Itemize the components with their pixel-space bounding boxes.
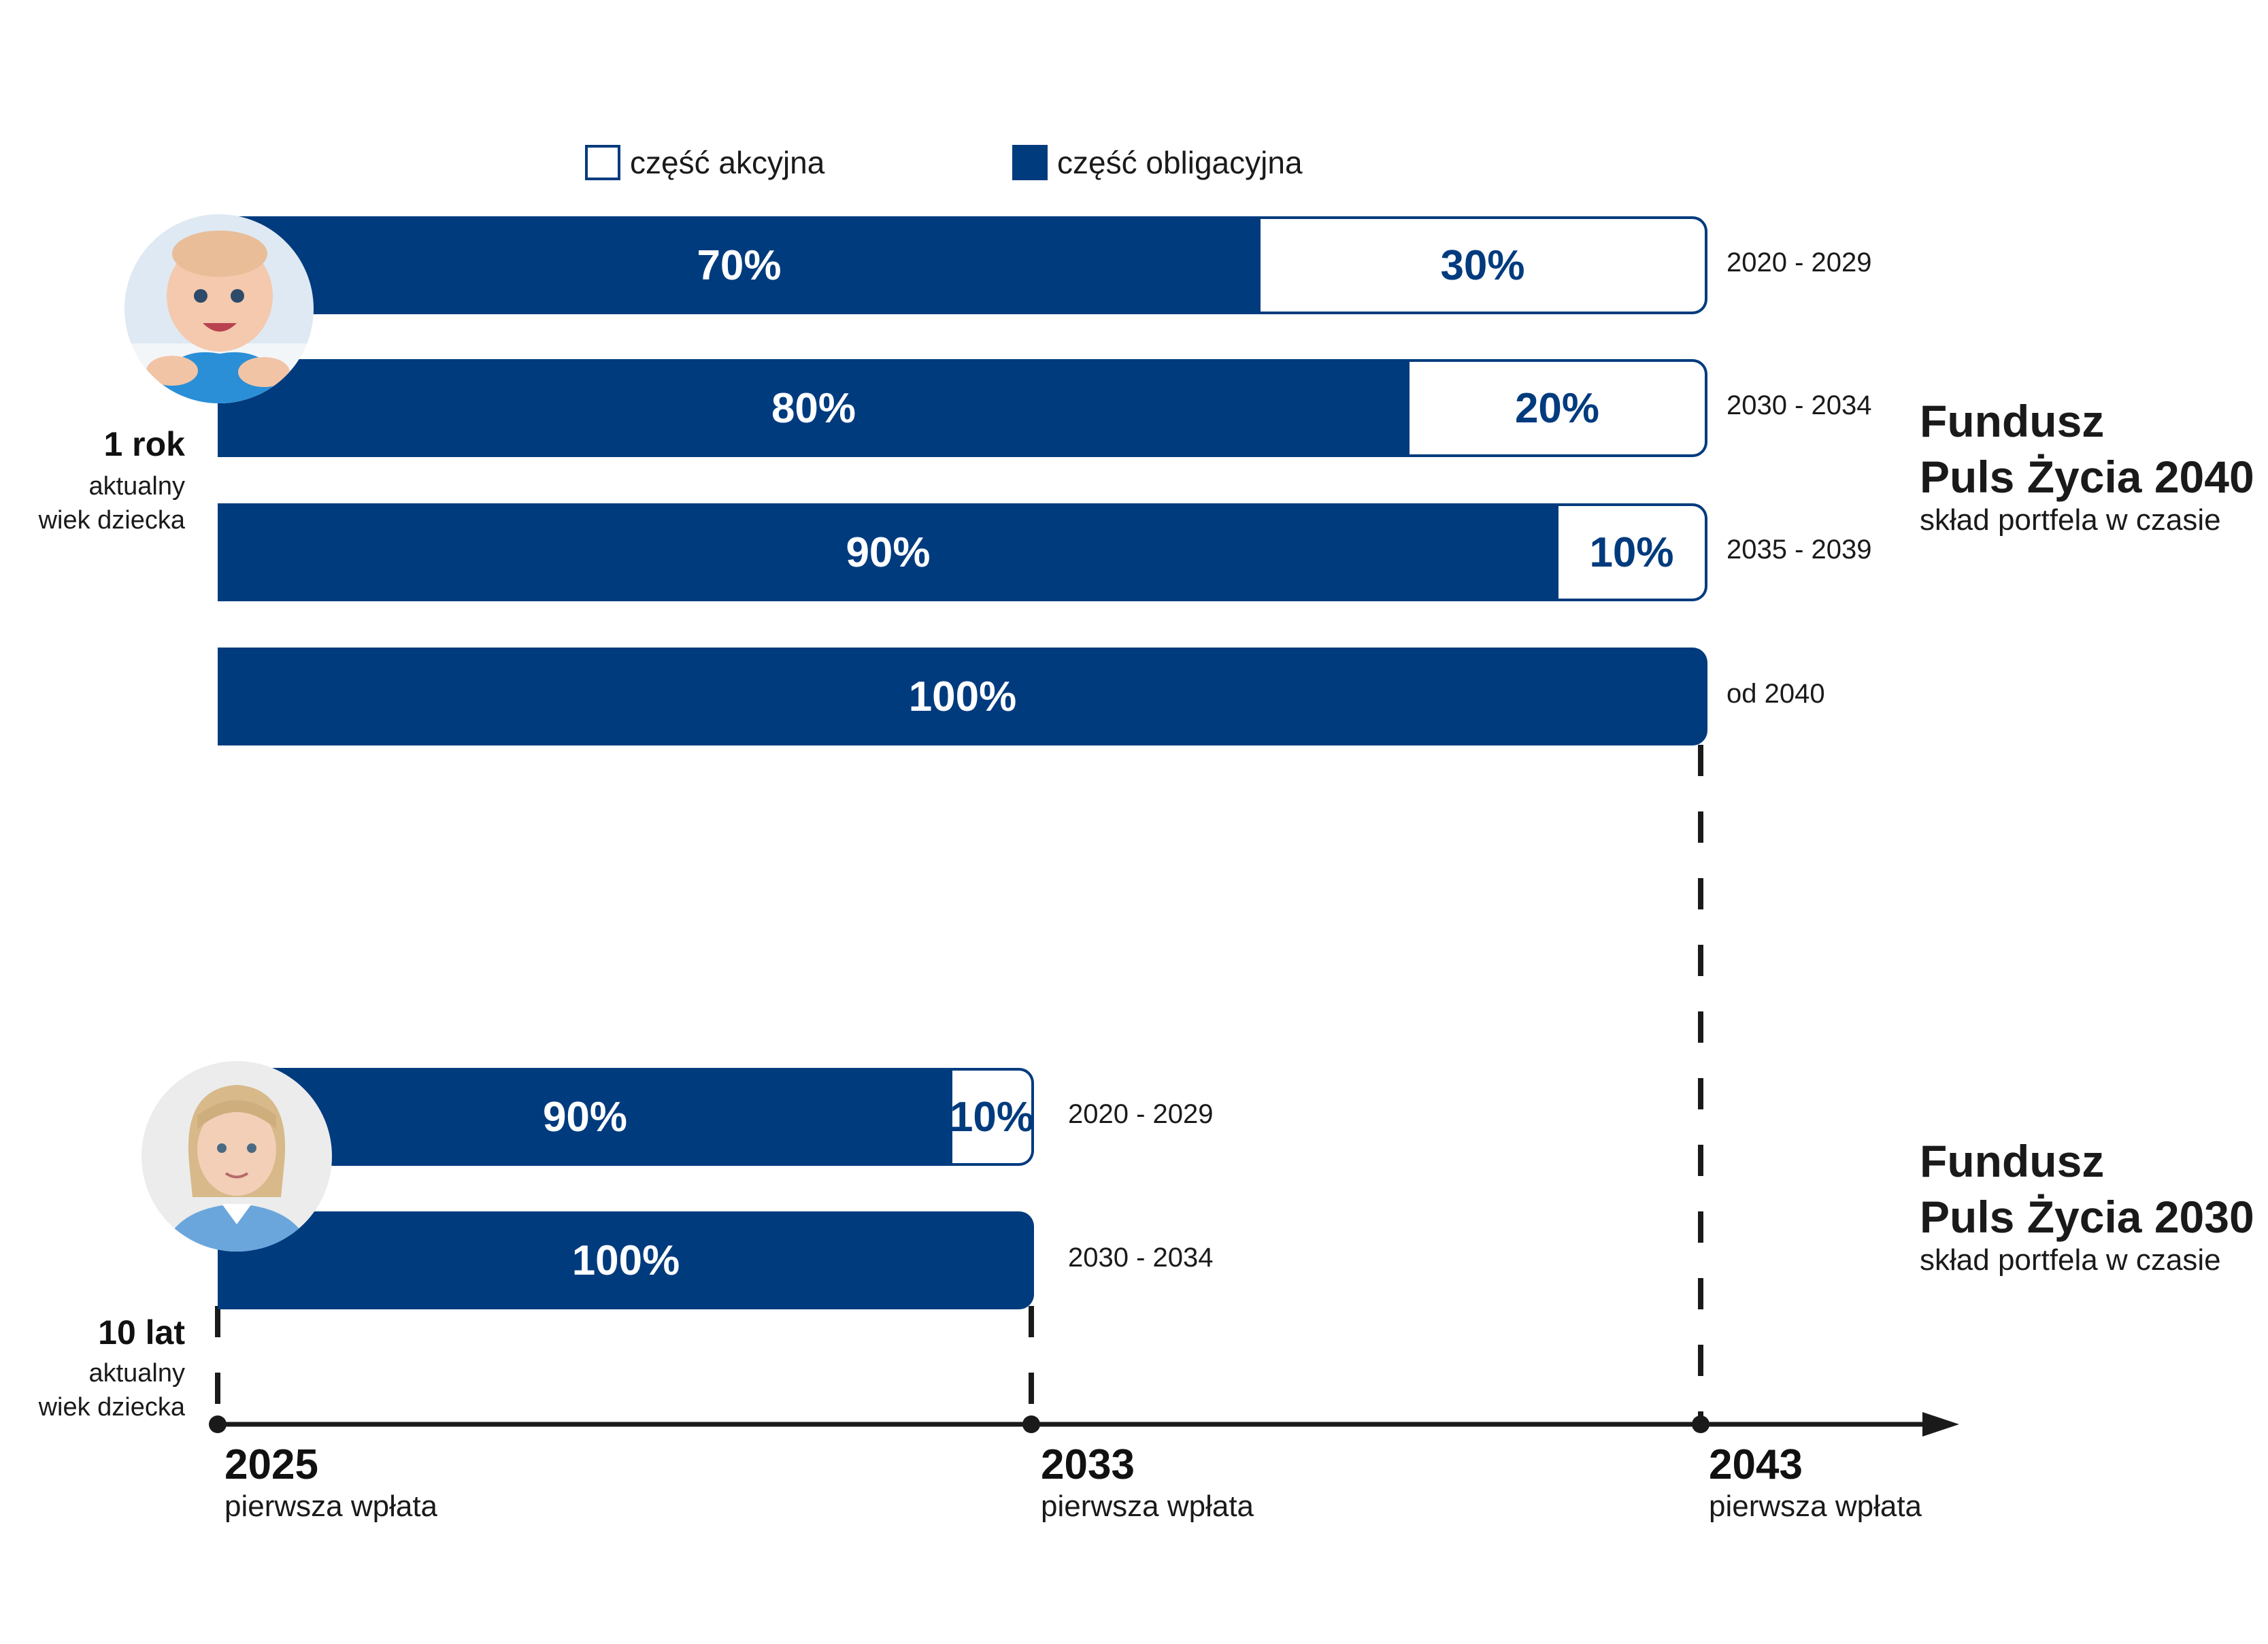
legend-equity-swatch (585, 145, 620, 180)
fund-2040-title: Fundusz Puls Życia 2040 (1920, 393, 2254, 505)
timeline-year-2043: 2043 (1709, 1441, 1803, 1488)
bar-segment-bond: 80% (218, 359, 1410, 457)
legend-equity: część akcyjna (585, 144, 824, 181)
legend-bond: część obligacyjna (1012, 144, 1303, 181)
bar-segment-equity: 30% (1261, 216, 1707, 314)
girl-avatar (141, 1061, 332, 1252)
timeline-caption-2025: pierwsza wpłata (224, 1490, 438, 1523)
fund-2030-subtitle: skład portfela w czasie (1920, 1243, 2221, 1277)
fund-2030-title: Fundusz Puls Życia 2030 (1920, 1133, 2254, 1245)
timeline-arrow (1922, 1412, 1959, 1437)
bar-segment-bond: 90% (218, 1068, 952, 1166)
age-main-2040: 1 rok (103, 425, 185, 463)
legend-equity-label: część akcyjna (630, 145, 825, 180)
legend-bond-swatch (1012, 145, 1048, 180)
fund-2040-title-line2: Puls Życia 2040 (1920, 452, 2254, 502)
bar-segment-equity: 10% (1558, 503, 1707, 601)
bar-segment-equity: 20% (1410, 359, 1707, 457)
fund-2040-subtitle: skład portfela w czasie (1920, 503, 2221, 537)
timeline-year-2025: 2025 (224, 1441, 318, 1488)
fund-2030-title-line1: Fundusz (1920, 1136, 2105, 1186)
bar-segment-bond: 100% (218, 1211, 1034, 1309)
timeline-dot-2025 (209, 1415, 227, 1433)
age-line1-2030: aktualny (88, 1359, 185, 1388)
age-line2-2030: wiek dziecka (38, 1393, 185, 1422)
period-label-2040-3: od 2040 (1727, 679, 1825, 709)
period-label-2040-1: 2030 - 2034 (1727, 390, 1872, 420)
bar-segment-equity: 10% (950, 1068, 1034, 1166)
period-label-2040-0: 2020 - 2029 (1727, 248, 1872, 278)
bar-2040-0: 70% 30% (218, 216, 1707, 314)
age-line2-2040: wiek dziecka (38, 506, 185, 535)
timeline-caption-2033: pierwsza wpłata (1041, 1490, 1254, 1523)
bar-segment-bond: 100% (218, 648, 1707, 745)
timeline-caption-2043: pierwsza wpłata (1709, 1490, 1922, 1523)
period-label-2030-0: 2020 - 2029 (1068, 1099, 1214, 1129)
timeline-year-2033: 2033 (1041, 1441, 1135, 1488)
timeline-dot-2033 (1022, 1415, 1040, 1433)
period-label-2040-2: 2035 - 2039 (1727, 535, 1872, 565)
fund-2030-title-line2: Puls Życia 2030 (1920, 1192, 2254, 1242)
legend-bond-label: część obligacyjna (1057, 145, 1303, 180)
bar-2030-0: 90% 10% (218, 1068, 1034, 1166)
period-label-2030-1: 2030 - 2034 (1068, 1243, 1214, 1273)
age-main-2030: 10 lat (98, 1313, 185, 1352)
timeline-dot-2043 (1692, 1415, 1710, 1433)
bar-segment-bond: 90% (218, 503, 1558, 601)
bar-2040-3: 100% (218, 648, 1707, 745)
bar-2040-1: 80% 20% (218, 359, 1707, 457)
bar-segment-bond: 70% (218, 216, 1261, 314)
bar-2040-2: 90% 10% (218, 503, 1707, 601)
bar-2030-1: 100% (218, 1211, 1034, 1309)
fund-2040-title-line1: Fundusz (1920, 396, 2105, 446)
age-line1-2040: aktualny (88, 472, 185, 501)
baby-avatar (124, 214, 314, 403)
